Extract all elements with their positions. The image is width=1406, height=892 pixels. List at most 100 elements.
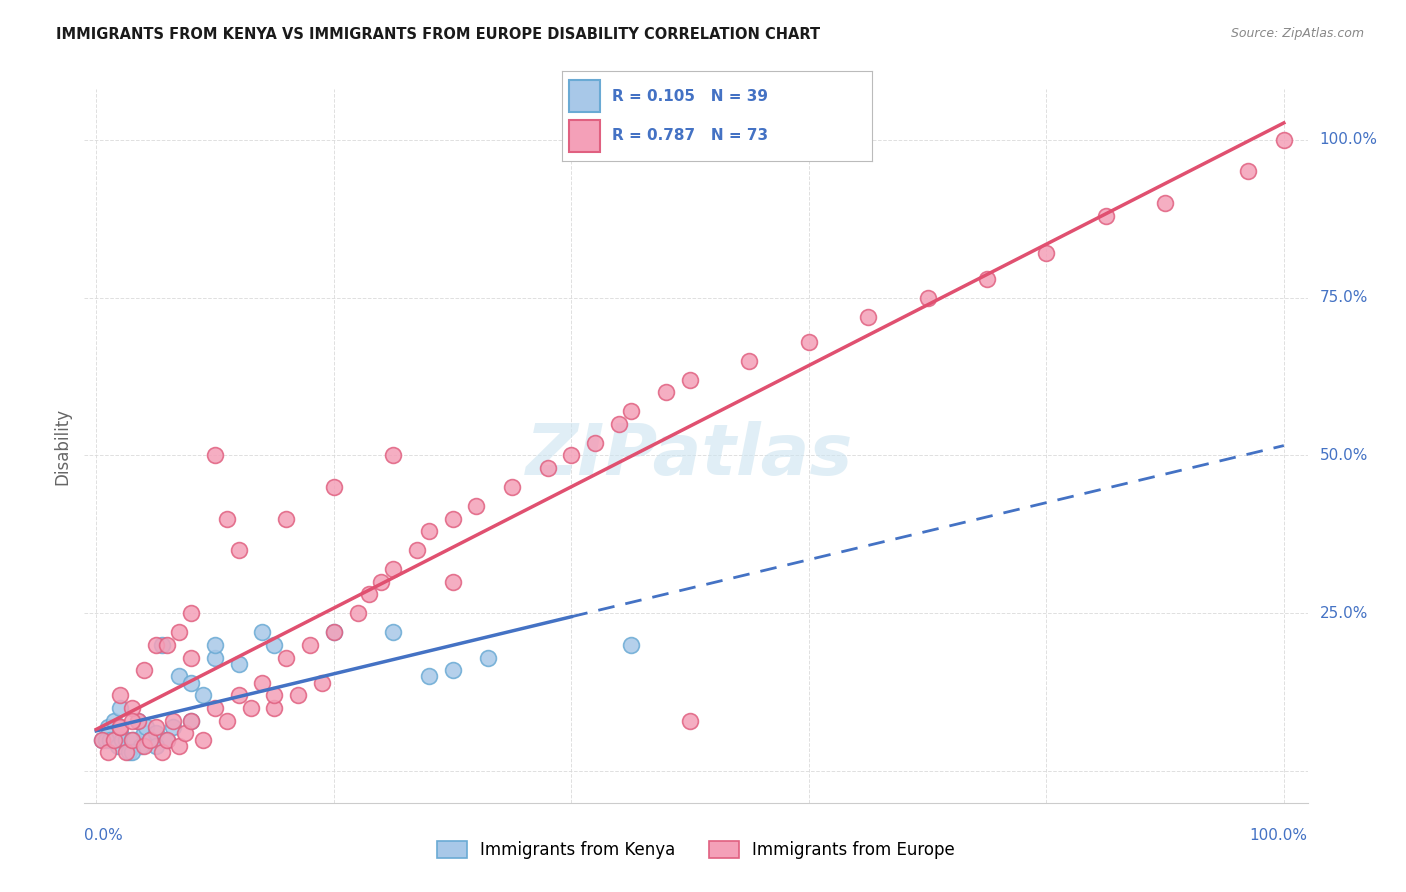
Point	[1094, 209, 1116, 223]
Point	[228, 689, 250, 703]
Text: Source: ZipAtlas.com: Source: ZipAtlas.com	[1230, 27, 1364, 40]
Point	[174, 726, 197, 740]
Point	[276, 650, 298, 665]
Point	[162, 720, 184, 734]
Point	[180, 714, 202, 728]
Text: 75.0%: 75.0%	[1319, 290, 1368, 305]
Point	[263, 689, 285, 703]
Point	[103, 732, 125, 747]
Point	[121, 732, 143, 747]
Point	[239, 701, 262, 715]
Point	[169, 625, 191, 640]
Point	[108, 720, 131, 734]
Point	[1272, 133, 1295, 147]
Point	[276, 511, 298, 525]
Point	[441, 663, 464, 677]
Point	[1237, 164, 1260, 178]
Point	[108, 701, 131, 715]
Point	[121, 701, 143, 715]
Point	[132, 739, 155, 753]
Text: 0.0%: 0.0%	[84, 828, 124, 843]
Point	[145, 726, 167, 740]
Point	[118, 745, 141, 759]
Text: 100.0%: 100.0%	[1250, 828, 1308, 843]
Point	[150, 745, 173, 759]
Point	[115, 732, 138, 747]
Point	[228, 543, 250, 558]
Point	[132, 663, 155, 677]
Point	[103, 714, 125, 728]
Point	[100, 732, 122, 747]
Point	[560, 449, 582, 463]
Point	[215, 714, 238, 728]
Point	[204, 449, 226, 463]
Point	[322, 625, 344, 640]
Point	[418, 669, 440, 683]
Point	[382, 562, 405, 576]
FancyBboxPatch shape	[568, 120, 599, 152]
Point	[322, 480, 344, 494]
Point	[607, 417, 630, 431]
Point	[252, 675, 274, 690]
Point	[1154, 195, 1177, 210]
Text: IMMIGRANTS FROM KENYA VS IMMIGRANTS FROM EUROPE DISABILITY CORRELATION CHART: IMMIGRANTS FROM KENYA VS IMMIGRANTS FROM…	[56, 27, 820, 42]
Point	[94, 732, 117, 747]
Point	[132, 726, 155, 740]
Point	[263, 638, 285, 652]
Point	[156, 638, 179, 652]
Point	[107, 739, 129, 753]
Point	[856, 310, 879, 324]
Text: R = 0.105   N = 39: R = 0.105 N = 39	[612, 89, 768, 103]
Point	[679, 714, 702, 728]
Point	[322, 625, 344, 640]
Point	[298, 638, 321, 652]
Point	[108, 726, 131, 740]
Point	[370, 574, 392, 589]
Point	[150, 638, 173, 652]
Point	[156, 732, 179, 747]
Point	[180, 675, 202, 690]
Point	[169, 669, 191, 683]
Point	[215, 511, 238, 525]
Point	[121, 745, 143, 759]
Point	[135, 720, 157, 734]
Point	[583, 435, 606, 450]
Point	[917, 291, 939, 305]
Point	[359, 587, 381, 601]
Point	[441, 511, 464, 525]
Point	[204, 650, 226, 665]
Point	[121, 714, 143, 728]
Point	[91, 732, 114, 747]
Point	[180, 714, 202, 728]
Point	[346, 607, 368, 621]
Point	[738, 353, 761, 368]
Point	[382, 625, 405, 640]
Point	[976, 271, 998, 285]
Text: 50.0%: 50.0%	[1319, 448, 1368, 463]
Point	[311, 675, 333, 690]
Text: ZIPatlas: ZIPatlas	[526, 421, 853, 490]
Point	[655, 385, 678, 400]
Point	[122, 732, 145, 747]
Point	[97, 745, 120, 759]
Point	[180, 650, 202, 665]
Point	[418, 524, 440, 539]
Text: 25.0%: 25.0%	[1319, 606, 1368, 621]
Point	[679, 373, 702, 387]
Point	[501, 480, 523, 494]
Point	[1035, 246, 1057, 260]
Point	[287, 689, 309, 703]
Point	[138, 732, 160, 747]
Point	[97, 720, 120, 734]
Point	[115, 745, 138, 759]
Point	[91, 732, 114, 747]
Text: R = 0.787   N = 73: R = 0.787 N = 73	[612, 128, 768, 143]
Point	[180, 607, 202, 621]
Point	[441, 574, 464, 589]
Point	[204, 638, 226, 652]
Point	[536, 461, 558, 475]
Point	[620, 638, 643, 652]
Text: 100.0%: 100.0%	[1319, 132, 1378, 147]
Point	[108, 720, 131, 734]
Point	[169, 739, 191, 753]
